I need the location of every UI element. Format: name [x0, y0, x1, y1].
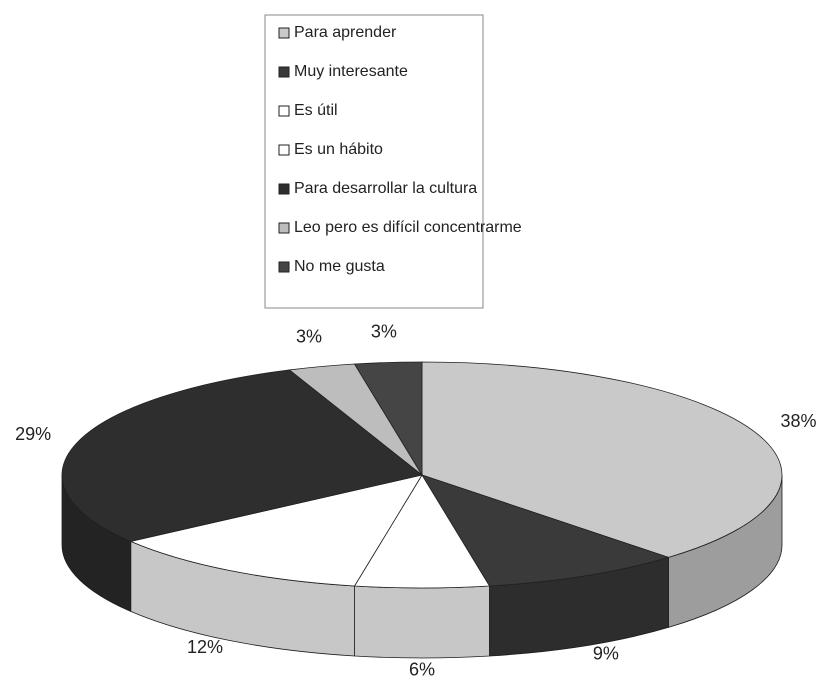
legend-swatch	[278, 222, 290, 234]
side-shade	[489, 557, 669, 656]
data-label: 38%	[781, 411, 816, 431]
legend-label: Para aprender	[294, 24, 397, 41]
data-label: 3%	[296, 326, 322, 346]
slice	[61, 369, 423, 542]
data-label: 6%	[409, 659, 435, 679]
legend-swatch	[278, 66, 290, 78]
data-label: 9%	[593, 644, 619, 664]
legend-swatch	[278, 183, 290, 195]
legend-label: Es un hábito	[294, 141, 383, 158]
side-shade	[130, 541, 355, 656]
data-label: 3%	[371, 321, 397, 341]
legend-label: Para desarrollar la cultura	[294, 180, 477, 197]
slice	[129, 474, 423, 587]
legend-label: No me gusta	[294, 258, 385, 275]
slice	[421, 474, 670, 587]
legend-swatch	[278, 261, 290, 273]
side-shade	[62, 475, 131, 612]
legend-label: Leo pero es difícil concentrarme	[294, 219, 522, 236]
slice	[353, 361, 423, 477]
legend-swatch	[278, 27, 290, 39]
legend-box	[264, 14, 484, 309]
legend-swatch	[278, 144, 290, 156]
slice	[353, 474, 491, 589]
legend-label: Muy interesante	[294, 63, 408, 80]
data-label: 29%	[15, 424, 51, 444]
slice	[421, 361, 783, 558]
data-label: 12%	[187, 637, 223, 657]
side-shade	[354, 586, 490, 659]
legend-swatch	[278, 105, 290, 117]
legend-label: Es útil	[294, 102, 338, 119]
side-shade	[668, 475, 782, 628]
